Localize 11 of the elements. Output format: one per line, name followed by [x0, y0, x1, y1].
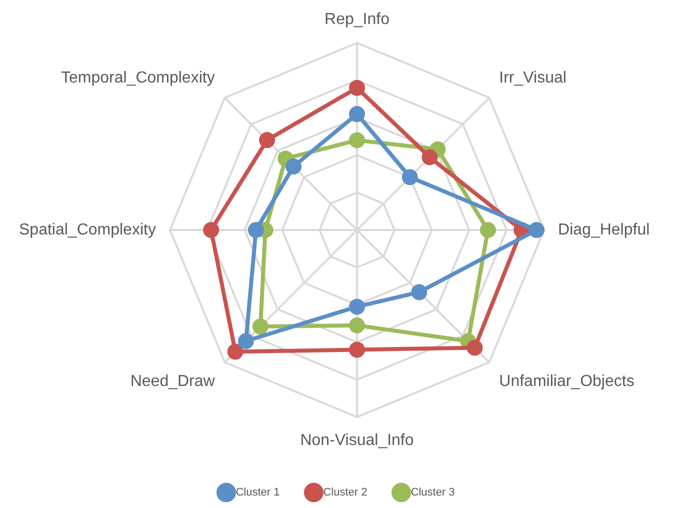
spoke-label: Need_Draw: [130, 373, 216, 390]
spoke-label: Temporal_Complexity: [60, 70, 215, 87]
spoke-label: Irr_Visual: [499, 70, 566, 87]
spoke-label: Non-Visual_Info: [300, 432, 414, 450]
legend-label: Cluster 1: [236, 486, 280, 499]
spoke-label: Unfamiliar_Objects: [499, 373, 634, 390]
legend-label: Cluster 2: [323, 486, 368, 499]
spoke-label: Rep_Info: [324, 10, 390, 28]
spoke-label: Spatial_Complexity: [19, 221, 156, 238]
legend-label: Cluster 3: [410, 486, 455, 499]
spoke-label: Diag_Helpful: [558, 221, 650, 238]
